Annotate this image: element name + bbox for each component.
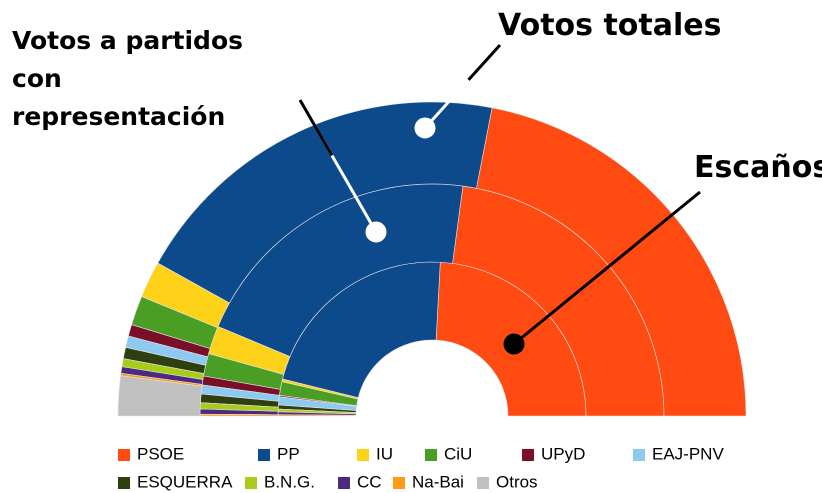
legend-swatch (118, 477, 130, 489)
pointer-dot (414, 117, 436, 139)
legend-swatch (258, 449, 270, 461)
legend-label: PSOE (137, 444, 184, 463)
legend-swatch (357, 449, 369, 461)
pointer-line (298, 99, 334, 157)
pointer-dot (503, 333, 525, 355)
legend-swatch (118, 449, 130, 461)
legend-label: UPyD (541, 444, 585, 463)
legend-swatch (245, 477, 257, 489)
slice (157, 101, 493, 304)
legend-label: CC (357, 472, 382, 491)
slice (476, 107, 747, 417)
legend-label: B.N.G. (264, 472, 315, 491)
annotation: Votos totales (498, 8, 722, 43)
legend-swatch (633, 449, 645, 461)
slice (117, 375, 203, 417)
pointer-line (467, 43, 502, 81)
legend-swatch (477, 477, 489, 489)
legend-label: EAJ-PNV (652, 444, 724, 463)
annotation: Escaños (694, 150, 822, 185)
legend-label: CiU (444, 444, 472, 463)
pointer-dot (365, 221, 387, 243)
legend-label: Na-Bai (412, 472, 464, 491)
legend-label: Otros (496, 472, 538, 491)
legend-label: IU (376, 444, 393, 463)
legend-swatch (338, 477, 350, 489)
slice (199, 413, 279, 417)
annotation: Votos a partidos con representación (12, 26, 244, 131)
legend-swatch (393, 477, 405, 489)
legend-swatch (522, 449, 534, 461)
legend-label: PP (277, 444, 300, 463)
legend-label: ESQUERRA (137, 472, 233, 491)
pointer-line (513, 190, 701, 346)
legend-swatch (425, 449, 437, 461)
